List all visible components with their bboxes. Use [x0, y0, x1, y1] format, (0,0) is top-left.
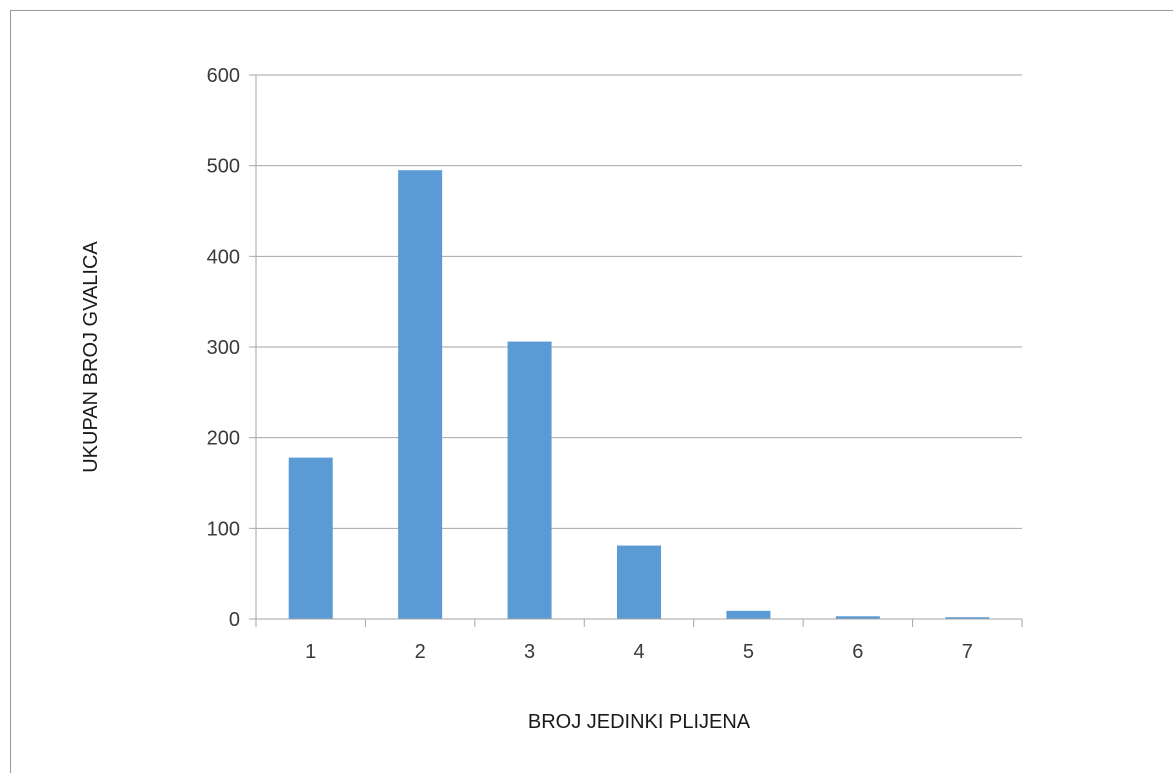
y-tick-label: 0: [229, 609, 240, 631]
y-tick-labels: 0 100 200 300 400 500 600: [207, 65, 240, 631]
bar: [945, 617, 990, 619]
bar: [835, 616, 880, 619]
x-axis-title: BROJ JEDINKI PLIJENA: [528, 711, 751, 733]
x-tick-label: 3: [524, 641, 535, 663]
bar: [288, 457, 333, 619]
bar: [507, 341, 552, 619]
gridlines: [256, 74, 1022, 529]
bars: [288, 170, 990, 619]
x-tick-labels: 1 2 3 4 5 6 7: [305, 641, 973, 663]
y-tick-label: 600: [207, 65, 240, 87]
y-tick-label: 300: [207, 337, 240, 359]
x-tick-label: 6: [852, 641, 863, 663]
bar: [398, 170, 443, 619]
chart-frame: 0 100 200 300 400 500 600 1 2 3 4 5 6 7 BROJ JEDINKI…: [10, 10, 1173, 773]
y-tick-label: 200: [207, 428, 240, 450]
x-tick-label: 1: [305, 641, 316, 663]
y-tick-label: 500: [207, 156, 240, 178]
axes: [249, 74, 1023, 627]
y-tick-label: 100: [207, 518, 240, 540]
y-tick-label: 400: [207, 246, 240, 268]
x-tick-label: 2: [415, 641, 426, 663]
y-axis-title: UKUPAN BROJ GVALICA: [80, 241, 102, 473]
x-tick-label: 4: [633, 641, 644, 663]
x-tick-label: 5: [743, 641, 754, 663]
x-tick-label: 7: [962, 641, 973, 663]
bar: [617, 545, 661, 619]
bar-chart: 0 100 200 300 400 500 600 1 2 3 4 5 6 7 BROJ JEDINKI…: [80, 65, 1023, 733]
bar: [726, 610, 771, 619]
